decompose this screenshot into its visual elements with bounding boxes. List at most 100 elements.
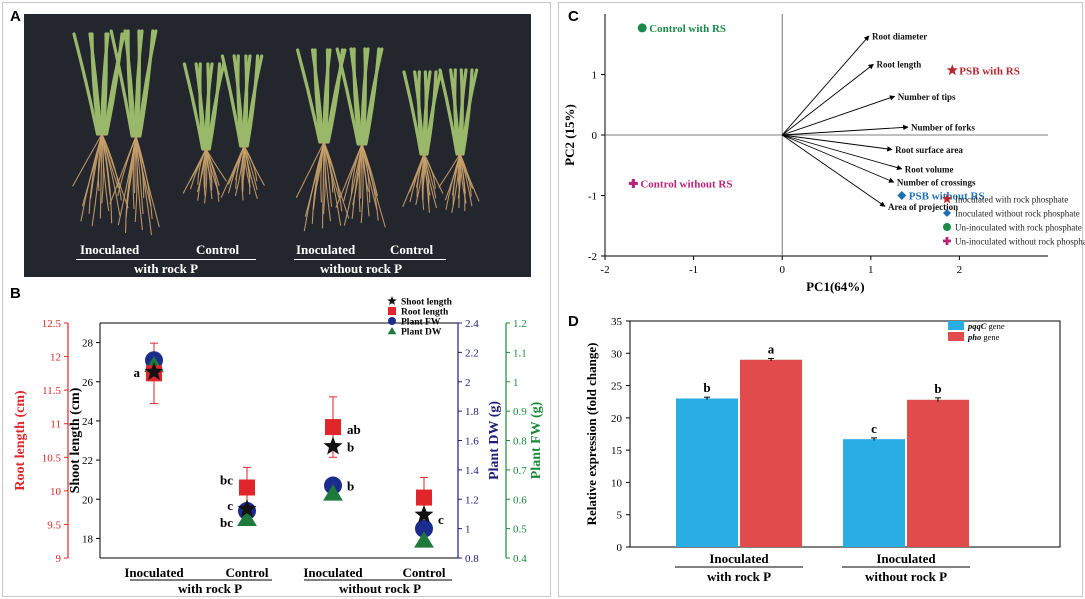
- plant-leaf: [310, 48, 325, 144]
- plant-root: [361, 143, 379, 221]
- y-tick-label: -2: [588, 251, 597, 263]
- plant-root: [101, 133, 121, 216]
- loading-label: Number of tips: [898, 92, 956, 102]
- legend-marker-h: [943, 239, 951, 243]
- significance-letter: b: [934, 381, 941, 396]
- plant-leaf: [194, 62, 207, 151]
- plant-dw-point: [414, 531, 434, 548]
- label-group-with-rock-p: with rock P: [134, 261, 199, 276]
- legend-marker: [941, 193, 953, 204]
- y-tick-label: 25: [611, 381, 623, 393]
- y-tick-label: 5: [617, 510, 623, 522]
- plant-leaf: [361, 47, 367, 146]
- group-label: without rock P: [865, 569, 947, 584]
- root-length-tick-label: 10: [50, 486, 62, 498]
- significance-letter: c: [227, 498, 233, 513]
- legend-label: pho gene: [967, 332, 1000, 342]
- legend-marker: [943, 223, 951, 231]
- plant-leaf: [135, 29, 141, 138]
- loading-vector: [781, 35, 870, 136]
- plant-leaf: [182, 62, 205, 151]
- plant-root: [117, 135, 137, 197]
- root-length-tick-label: 11.5: [42, 385, 61, 397]
- y-tick-label: 0: [592, 130, 598, 142]
- shoot-length-point: [414, 504, 434, 523]
- plant-leaf: [360, 47, 370, 146]
- plant-root: [438, 153, 461, 188]
- x-axis-label: PC1(64%): [806, 279, 865, 294]
- plant-dw-tick-label: 1.4: [465, 465, 479, 477]
- legend-label-suffix: gene: [986, 321, 1004, 331]
- root-length-tick-label: 11: [50, 419, 61, 431]
- legend-marker: [388, 317, 396, 325]
- y-tick-label: 0: [617, 542, 623, 554]
- plant-root: [243, 145, 258, 182]
- loading-vector: [782, 134, 893, 152]
- root-length-tick-label: 9.5: [47, 519, 61, 531]
- legend-label: Inoculated with rock phosphate: [955, 195, 1068, 205]
- plant-leaf: [72, 32, 100, 136]
- shoot-length-tick-label: 28: [82, 338, 94, 350]
- plant-leaf: [137, 29, 158, 138]
- loading-label: Root diameter: [872, 31, 927, 41]
- plant-clump: [295, 48, 350, 232]
- root-length-point: [239, 479, 255, 496]
- label-control-with-rock-p: Control: [196, 242, 240, 257]
- group-rule-with-rock-p: [76, 259, 256, 260]
- plant-fw-tick-label: 0.9: [513, 406, 527, 418]
- root-length-tick-label: 12: [50, 352, 61, 364]
- loading-vector: [781, 134, 886, 207]
- plant-fw-tick-label: 0.5: [513, 524, 527, 536]
- plant-clump: [72, 32, 129, 227]
- legend-label: Plant FW: [401, 318, 441, 328]
- shoot-length-tick-label: 22: [82, 455, 93, 467]
- score-label: PSB with RS: [959, 65, 1020, 77]
- shoot-length-tick-label: 24: [82, 416, 94, 428]
- plant-fw-tick-label: 1: [513, 377, 519, 389]
- group-label: with rock P: [707, 569, 771, 584]
- score-point: [946, 64, 958, 76]
- label-control-without-rock-p: Control: [390, 242, 434, 257]
- loading-vector: [781, 63, 874, 136]
- plant-dw-tick-label: 1: [465, 524, 471, 536]
- plant-fw-tick-label: 0.7: [513, 465, 527, 477]
- score-label: Control without RS: [640, 178, 732, 190]
- category-label: Inoculated: [709, 551, 769, 566]
- group-rule-without-rock-p: [294, 259, 446, 260]
- legend-label: Root length: [401, 308, 449, 318]
- plant-root: [459, 153, 472, 197]
- root-length-tick-label: 10.5: [42, 452, 62, 464]
- y-tick-label: 1: [592, 70, 598, 82]
- loading-label: Root length: [876, 60, 921, 70]
- significance-letter: a: [768, 341, 775, 356]
- legend-marker: [387, 296, 397, 305]
- plant-leaf: [123, 29, 137, 138]
- category-label: Control: [402, 565, 445, 580]
- score-point-h: [628, 181, 638, 185]
- root-length-point: [325, 419, 341, 436]
- legend-label-suffix: gene: [981, 332, 999, 342]
- plant-leaf: [326, 48, 344, 144]
- legend-marker: [943, 209, 951, 217]
- loading-label: Root surface area: [895, 145, 963, 155]
- plant-fw-tick-label: 1.1: [513, 347, 527, 359]
- legend-marker: [388, 307, 396, 315]
- plant-fw-tick-label: 1.2: [513, 318, 527, 330]
- legend-label-gene: pqqC: [967, 321, 987, 331]
- y-tick-label: 10: [611, 477, 623, 489]
- plant-leaf: [323, 48, 330, 144]
- plant-leaf: [205, 62, 211, 151]
- legend-label-gene: pho: [967, 332, 981, 342]
- y-axis-label: Relative expression (fold change): [584, 343, 599, 526]
- legend-marker: [943, 237, 951, 245]
- y-tick-label: 30: [611, 348, 623, 360]
- loading-vector: [782, 134, 903, 171]
- loading-label: Number of crossings: [897, 178, 976, 188]
- legend-label: Inoculated without rock phosphate: [955, 209, 1080, 219]
- plant-dw-tick-label: 1.6: [465, 436, 479, 448]
- loading-vector: [782, 134, 895, 183]
- panel-d-bar-chart: 0 5 10 15 20 25 30 35 Relative expression (fold …: [584, 316, 1061, 584]
- legend-label: Un-inoculated without rock phosphate: [955, 237, 1085, 247]
- plant-leaf: [101, 32, 108, 136]
